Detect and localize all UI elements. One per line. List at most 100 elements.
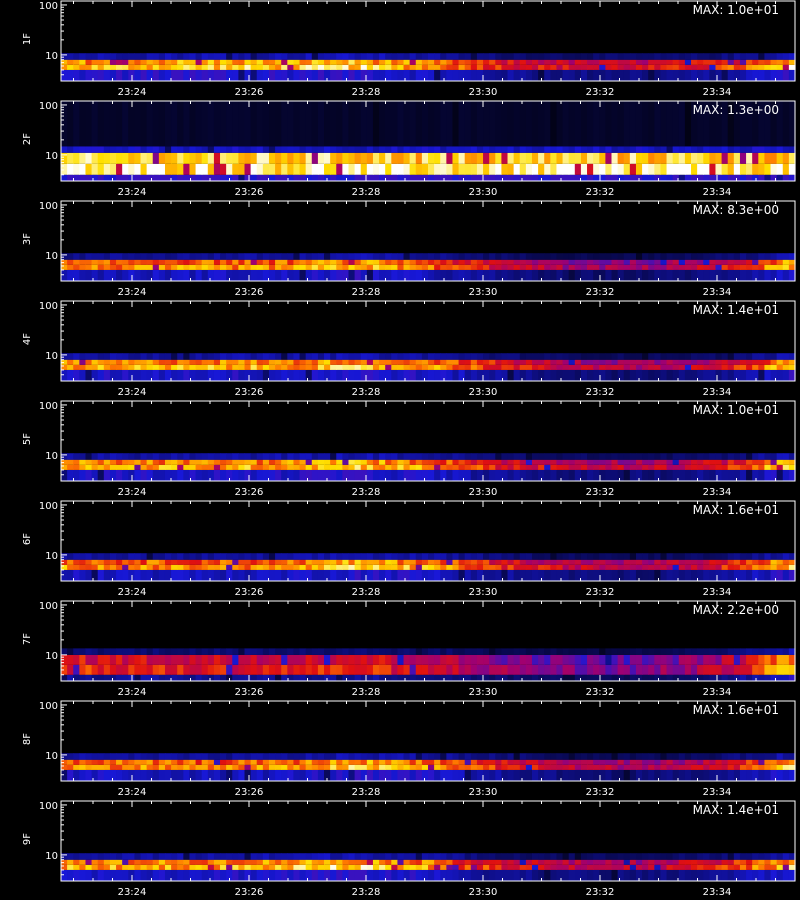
spectrogram-cell [158,53,166,60]
spectrogram-cell [550,674,558,681]
spectrogram-cell [171,269,178,281]
spectrogram-cell [360,564,368,570]
spectrogram-cell [727,648,735,655]
spectrogram-cell [293,654,301,665]
spectrogram-cell [691,163,698,175]
spectrogram-cell [574,464,582,470]
spectrogram-cell [164,559,172,565]
spectrogram-cell [317,259,325,265]
spectrogram-cell [299,674,307,681]
spectrogram-cell [501,264,509,270]
spectrogram-cell [324,269,331,281]
spectrogram-cell [220,464,227,470]
spectrogram-cell [164,674,172,681]
spectrogram-cell [391,64,399,70]
spectrogram-cell [672,163,680,175]
spectrogram-cell [483,469,490,481]
spectrogram-cell [299,69,307,81]
spectrogram-cell [268,564,276,570]
spectrogram-cell [207,869,215,881]
spectrogram-cell [372,369,380,381]
spectrogram-cell [672,253,680,260]
spectrogram-cell [226,764,233,770]
spectrogram-cell [470,453,478,460]
spectrogram-cell [103,674,111,681]
spectrogram-cell [556,101,564,147]
spectrogram-cell [605,674,613,681]
spectrogram-cell [764,759,772,765]
spectrogram-cell [385,759,392,765]
spectrogram-cell [421,269,429,281]
spectrogram-cell [311,464,319,470]
spectrogram-cell [452,359,460,365]
x-tick-label: 23:34 [703,587,732,598]
spectrogram-cell [330,459,337,465]
spectrogram-cell [519,759,527,765]
spectrogram-cell [195,569,203,581]
spectrogram-cell [654,264,662,270]
spectrogram-cell [446,59,454,65]
spectrogram-cell [336,769,343,781]
spectrogram-cell [275,259,282,265]
spectrogram-cell [440,654,447,665]
y-tick-label: 10 [45,351,58,362]
spectrogram-cell [678,146,686,153]
spectrogram-cell [556,269,564,281]
spectrogram-cell [213,152,221,164]
spectrogram-cell [458,564,466,570]
spectrogram-cell [489,469,496,481]
spectrogram-cell [116,464,123,470]
spectrogram-cell [109,269,117,281]
spectrogram-cell [476,101,484,147]
spectrogram-cell [183,469,191,481]
spectrogram-cell [232,163,239,175]
spectrogram-cell [562,353,570,360]
spectrogram-cell [501,259,509,265]
spectrogram-cell [635,269,643,281]
spectrogram-cell [507,59,515,65]
spectrogram-cell [189,453,197,460]
spectrogram-cell [342,764,350,770]
spectrogram-cell [709,59,717,65]
spectrogram-cell [519,764,527,770]
spectrogram-cell [238,453,246,460]
spectrogram-cell [660,453,668,460]
spectrogram-cell [746,464,753,470]
spectrogram-cell [617,469,625,481]
spectrogram-cell [152,453,160,460]
spectrogram-cell [580,269,588,281]
spectrogram-cell [97,101,105,147]
spectrogram-cell [366,553,374,560]
spectrogram-cell [91,146,99,153]
spectrogram-cell [226,259,233,265]
spectrogram-cell [287,559,295,565]
spectrogram-cell [256,559,264,565]
spectrogram-cell [483,769,490,781]
spectrogram-cell [189,259,197,265]
spectrogram-cell [281,453,288,460]
spectrogram-cell [164,664,172,675]
spectrogram-cell [336,269,343,281]
spectrogram-cell [666,64,674,70]
spectrogram-cell [752,64,759,70]
spectrogram-cell [434,764,441,770]
spectrogram-cell [354,569,362,581]
spectrogram-cell [489,152,496,164]
spectrogram-cell [446,364,454,370]
spectrogram-cell [397,369,405,381]
spectrogram-cell [171,259,178,265]
spectrogram-cell [262,101,270,147]
spectrogram-cell [440,101,447,147]
spectrogram-cell [476,64,484,70]
spectrogram-cell [684,53,692,60]
spectrogram-cell [220,459,227,465]
spectrogram-cell [128,464,135,470]
spectrogram-cell [403,769,411,781]
spectrogram-cell [268,869,276,881]
panel-frame [60,300,796,382]
spectrogram-cell [201,869,209,881]
spectrogram-cell [116,264,123,270]
spectrogram-cell [97,359,105,365]
spectrogram-cell [403,564,411,570]
